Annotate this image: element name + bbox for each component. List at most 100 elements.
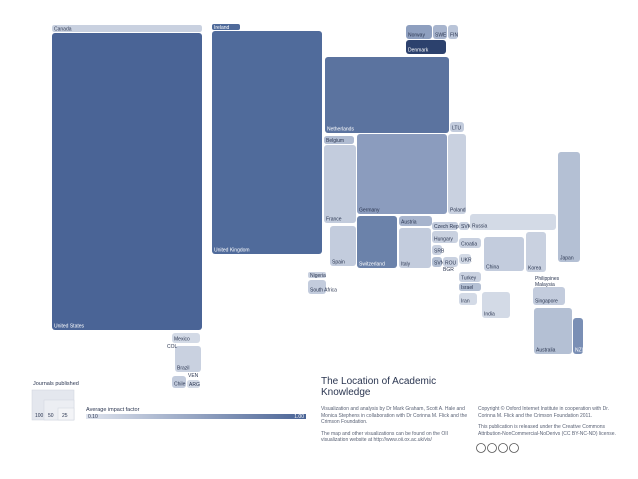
country-block	[459, 238, 481, 248]
size-legend-title: Journals published	[33, 381, 79, 387]
size-legend-label: 100	[35, 413, 44, 419]
country-label: Spain	[332, 260, 345, 266]
country-block	[558, 152, 580, 262]
country-label: Japan	[560, 256, 574, 262]
country-label: Iran	[461, 299, 470, 305]
country-block	[459, 222, 469, 230]
country-label: LTU	[452, 126, 461, 132]
country-block	[406, 40, 446, 54]
country-block	[212, 24, 240, 30]
country-label: India	[484, 312, 495, 318]
country-block	[175, 346, 201, 372]
country-label: Poland	[450, 208, 466, 214]
color-legend-title: Average impact factor	[86, 407, 140, 413]
country-block	[308, 272, 326, 278]
country-block	[484, 237, 524, 271]
country-block	[399, 228, 431, 268]
country-label: Italy	[401, 262, 411, 268]
country-block	[52, 33, 202, 330]
country-label: Austria	[401, 220, 417, 226]
country-block	[172, 376, 186, 388]
size-legend-25	[57, 407, 75, 421]
country-block	[325, 57, 449, 133]
country-layer: Canada United States Ireland United Kingdom…	[52, 24, 585, 388]
country-label: Canada	[54, 26, 72, 32]
country-label: SVK	[461, 224, 472, 230]
country-block	[482, 292, 510, 318]
country-block	[459, 272, 481, 282]
copyright-text: Copyright © Oxford Internet Institute in…	[478, 406, 609, 419]
country-label: Denmark	[408, 48, 429, 54]
credit-text: The map and other visualizations can be …	[321, 430, 449, 444]
country-label: China	[486, 265, 499, 271]
country-label: Australia	[536, 348, 556, 354]
color-legend-min: 0.10	[88, 414, 98, 420]
country-label: UKR	[461, 258, 472, 264]
country-block	[432, 231, 458, 243]
copyright-text: This publication is released under the C…	[478, 424, 616, 437]
country-block	[533, 287, 565, 305]
country-label: FIN	[450, 33, 458, 39]
country-label: Brazil	[177, 366, 190, 372]
country-label: Germany	[359, 208, 380, 214]
country-block	[324, 145, 356, 223]
country-label: SVN	[434, 261, 445, 267]
country-label: ROU	[445, 261, 457, 267]
country-block	[324, 136, 354, 144]
country-block	[52, 25, 202, 32]
country-block	[399, 216, 432, 226]
country-block	[187, 380, 200, 388]
country-label: Netherlands	[327, 127, 354, 133]
country-label: NZL	[575, 348, 585, 354]
country-block	[526, 232, 546, 272]
country-label: Malaysia	[535, 282, 555, 288]
country-block	[573, 318, 583, 354]
country-label: Turkey	[461, 276, 477, 282]
country-block	[406, 25, 432, 39]
credits: Visualization and analysis by Dr Mark Gr…	[321, 406, 471, 449]
country-label: Philippines	[535, 276, 560, 282]
country-block	[432, 245, 442, 255]
country-label: BGR	[443, 267, 454, 273]
country-label: ARG	[189, 382, 200, 388]
country-block	[459, 254, 471, 264]
country-label: Norway	[408, 33, 425, 39]
country-block	[357, 216, 397, 268]
country-block	[448, 134, 466, 214]
size-legend-label: 50	[48, 413, 54, 419]
country-label: Nigeria	[310, 273, 326, 279]
country-label: United Kingdom	[214, 248, 250, 254]
color-legend-bar	[86, 414, 306, 419]
size-legend-label: 25	[62, 413, 68, 419]
country-block	[357, 134, 447, 214]
country-label: Czech Rep.	[434, 224, 460, 230]
country-label: Belgium	[326, 138, 344, 144]
country-block	[172, 333, 200, 343]
country-block	[432, 222, 458, 230]
title: The Location of Academic Knowledge	[321, 376, 437, 398]
country-label: United States	[54, 324, 85, 330]
color-legend-max: 1.00	[294, 414, 304, 420]
country-label: Croatia	[461, 242, 477, 248]
country-label: Chile	[174, 382, 186, 388]
country-label: Singapore	[535, 299, 558, 305]
country-block	[459, 283, 481, 291]
country-label: South Africa	[310, 288, 337, 294]
country-block	[459, 293, 477, 305]
country-block	[212, 31, 322, 254]
country-block	[534, 308, 572, 354]
country-label: COL	[167, 344, 178, 350]
country-label: Israel	[461, 285, 473, 291]
country-block	[448, 25, 458, 39]
country-block	[432, 257, 442, 267]
country-block	[433, 25, 447, 39]
country-block	[470, 214, 556, 230]
country-block	[308, 280, 326, 294]
country-block	[450, 122, 464, 132]
country-label: Mexico	[174, 337, 190, 343]
country-label: Switzerland	[359, 262, 385, 268]
credit-text: Visualization and analysis by Dr Mark Gr…	[321, 406, 468, 425]
country-label: SWE	[435, 33, 447, 39]
country-block	[330, 226, 356, 266]
